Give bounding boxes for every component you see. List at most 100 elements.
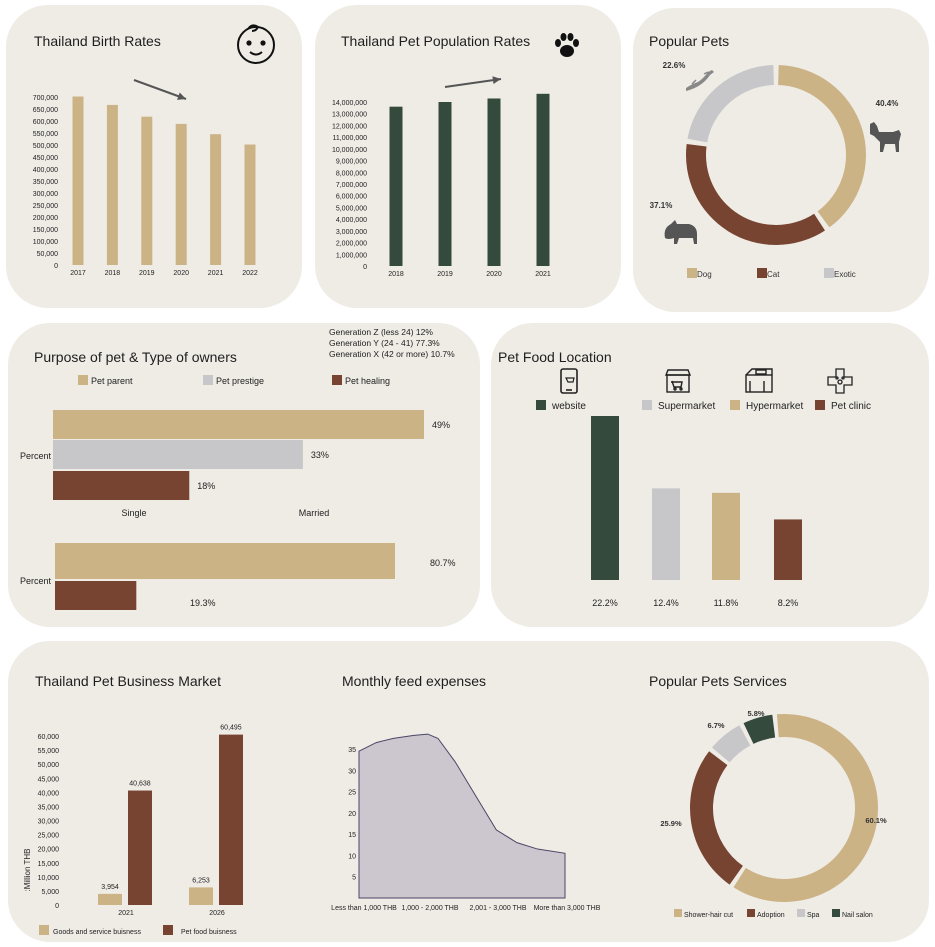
legend-label: Pet clinic [831,401,871,412]
pie-value-label: 6.7% [707,721,724,730]
bar [438,102,452,266]
bar [72,96,84,266]
y-tick-label: 150,000 [33,227,58,234]
legend-swatch [687,268,697,278]
y-tick-label: 400,000 [33,167,58,174]
y-tick-label: 30 [348,768,356,775]
pie-value-label: 40.4% [876,99,899,108]
y-tick-label: 60,000 [38,734,60,741]
legend-swatch [332,375,342,385]
legend-label: Adoption [757,912,785,919]
y-tick-label: 5 [352,875,356,882]
y-tick-label: 50,000 [37,251,59,258]
x-tick-label: 2020 [173,270,189,277]
area-series [358,733,566,899]
pie-slice [778,65,866,228]
bar-value-label: 6,253 [192,877,210,884]
y-tick-label: 300,000 [33,191,58,198]
bar [55,581,137,610]
legend-label: Pet food buisness [181,929,237,936]
bar [389,106,403,266]
y-tick-label: 10,000,000 [332,147,367,154]
bar [106,104,118,265]
legend-label: Hypermarket [746,401,803,412]
legend-label: Dog [697,270,712,279]
y-tick-label: 8,000,000 [336,170,367,177]
trend-arrowhead [177,92,186,100]
legend-label: Exotic [834,270,856,279]
x-tick-label: 2019 [437,271,453,278]
legend-swatch [203,375,213,385]
pie-value-label: 5.8% [747,709,764,718]
axis-label: Married [299,508,330,518]
pie-slice [712,725,751,763]
monthly-feed-title: Monthly feed expenses [342,673,486,689]
pie-value-label: 25.9% [660,819,682,828]
business-market-title: Thailand Pet Business Market [35,673,221,689]
legend-label: Pet healing [345,376,390,386]
x-tick-label: 2018 [388,271,404,278]
y-tick-label: 200,000 [33,215,58,222]
y-tick-label: 6,000,000 [336,194,367,201]
y-tick-label: 40,000 [38,790,60,797]
bar-value-label: 11.8% [714,598,739,608]
y-tick-label: 1,000,000 [336,252,367,259]
pie-value-label: 22.6% [663,61,686,70]
popular-pets-title: Popular Pets [649,33,730,49]
y-tick-label: 15,000 [38,861,60,868]
y-tick-label: 250,000 [33,203,58,210]
y-tick-label: 45,000 [38,776,60,783]
bar-value-label: 49% [432,420,450,430]
bar-value-label: 18% [197,481,215,491]
bar [53,440,303,469]
pie-slice [743,714,776,744]
bar-value-label: 60,495 [220,725,242,732]
bar [219,734,243,905]
y-tick-label: 4,000,000 [336,217,367,224]
bar-value-label: 40,638 [129,781,151,788]
legend-swatch [815,400,825,410]
y-tick-label: 15 [348,832,356,839]
y-tick-label: 550,000 [33,131,58,138]
bar-value-label: 12.4% [653,598,679,608]
y-tick-label: 350,000 [33,179,58,186]
y-tick-label: 0 [54,263,58,270]
legend-swatch [39,925,49,935]
legend-label: Pet parent [91,376,133,386]
pie-slice [686,144,825,245]
legend-swatch [832,909,840,917]
y-tick-label: 35 [348,747,356,754]
x-tick-label: 2019 [139,270,155,277]
legend-swatch [757,268,767,278]
bar [591,416,619,580]
y-tick-label: 35,000 [38,804,60,811]
legend-label: website [551,401,586,412]
y-tick-label: 12,000,000 [332,123,367,130]
y-tick-label: 450,000 [33,155,58,162]
bar-value-label: 8.2% [778,598,799,608]
bar [128,790,152,905]
trend-arrow [444,78,502,88]
bar-value-label: 3,954 [101,884,119,891]
generation-notes: Generation Z (less 24) 12% Generation Y … [329,327,455,360]
generation-note: Generation X (42 or more) 10.7% [329,349,455,359]
x-tick-label: 2022 [242,270,258,277]
y-tick-label: 11,000,000 [332,135,367,142]
bar [536,93,550,266]
popular-pets-card [633,8,929,312]
y-tick-label: 55,000 [38,748,60,755]
legend-swatch [78,375,88,385]
bar-value-label: 19.3% [190,598,216,608]
bar [244,144,256,265]
y-tick-label: 20,000 [38,847,60,854]
legend-swatch [747,909,755,917]
legend-swatch [730,400,740,410]
purpose-title: Purpose of pet & Type of owners [34,349,237,365]
legend-swatch [674,909,682,917]
bar [774,519,802,580]
